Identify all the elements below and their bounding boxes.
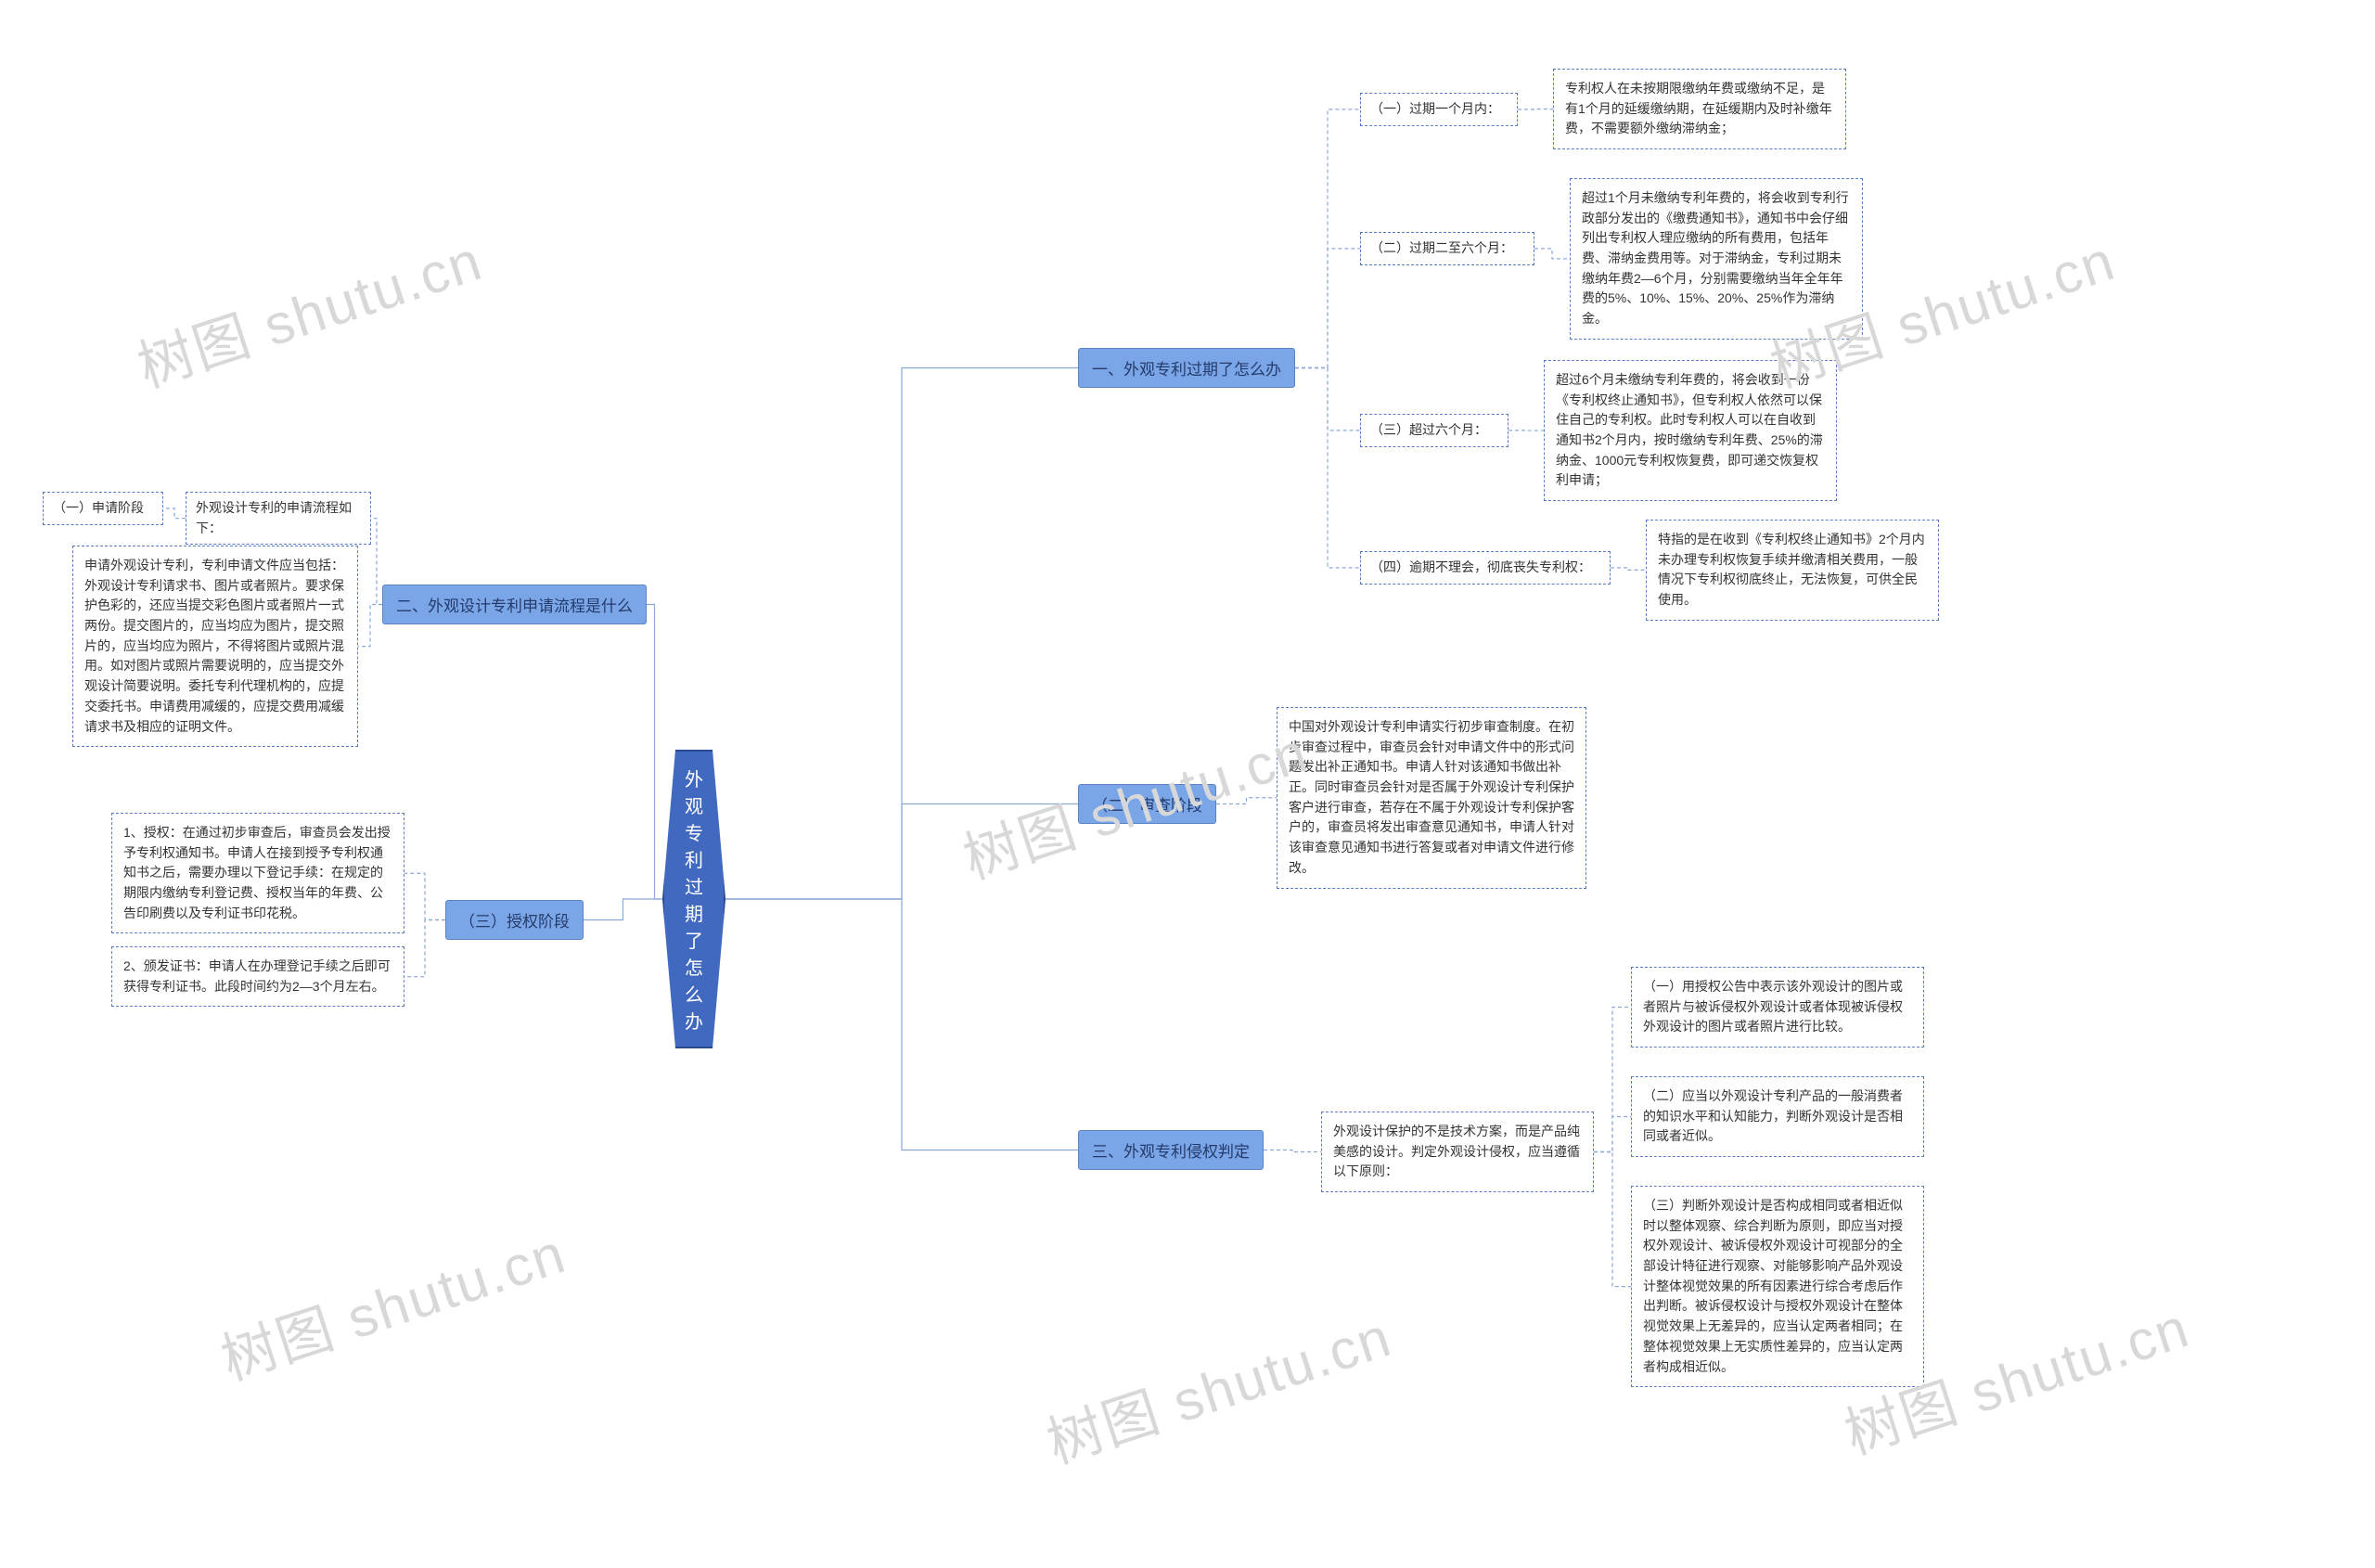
leaf-exp-3[interactable]: （三）超过六个月： [1360,414,1508,447]
watermark: 树图 shutu.cn [210,1209,575,1396]
leaf-infringe-intro[interactable]: 外观设计保护的不是技术方案，而是产品纯美感的设计。判定外观设计侵权，应当遵循以下… [1321,1112,1594,1192]
branch-review[interactable]: （二）审查阶段 [1078,784,1216,824]
leaf-infringe-intro-label: 外观设计保护的不是技术方案，而是产品纯美感的设计。判定外观设计侵权，应当遵循以下… [1333,1124,1580,1178]
leaf-exp-4-detail-label: 特指的是在收到《专利权终止通知书》2个月内未办理专利权恢复手续并缴清相关费用，一… [1658,532,1925,607]
leaf-infringe-1[interactable]: （一）用授权公告中表示该外观设计的图片或者照片与被诉侵权外观设计或者体现被诉侵权… [1631,967,1924,1047]
branch-infringe[interactable]: 三、外观专利侵权判定 [1078,1130,1264,1170]
leaf-exp-2-detail[interactable]: 超过1个月未缴纳专利年费的，将会收到专利行政部分发出的《缴费通知书》，通知书中会… [1570,178,1863,340]
branch-process[interactable]: 二、外观设计专利申请流程是什么 [382,585,647,624]
leaf-apply-detail-label: 申请外观设计专利，专利申请文件应当包括：外观设计专利请求书、图片或者照片。要求保… [84,558,344,734]
root-node-label: 外观专利过期了怎么办 [685,770,703,1033]
leaf-exp-4-label: （四）逾期不理会，彻底丧失专利权： [1370,559,1591,574]
watermark: 树图 shutu.cn [1035,1292,1401,1480]
leaf-exp-3-detail-label: 超过6个月未缴纳专利年费的，将会收到一份《专利权终止通知书》，但专利权人依然可以… [1556,372,1823,487]
leaf-grant-2-label: 2、颁发证书：申请人在办理登记手续之后即可获得专利证书。此段时间约为2—3个月左… [123,958,391,994]
leaf-exp-1-detail-label: 专利权人在未按期限缴纳年费或缴纳不足，是有1个月的延缓缴纳期，在延缓期内及时补缴… [1565,81,1832,135]
leaf-review-detail-label: 中国对外观设计专利申请实行初步审查制度。在初步审查过程中，审查员会针对申请文件中… [1289,719,1574,875]
leaf-exp-3-detail[interactable]: 超过6个月未缴纳专利年费的，将会收到一份《专利权终止通知书》，但专利权人依然可以… [1544,360,1837,501]
branch-expired-label: 一、外观专利过期了怎么办 [1092,361,1281,379]
leaf-exp-1-label: （一）过期一个月内： [1370,101,1500,116]
leaf-infringe-2[interactable]: （二）应当以外观设计专利产品的一般消费者的知识水平和认知能力，判断外观设计是否相… [1631,1076,1924,1157]
branch-expired[interactable]: 一、外观专利过期了怎么办 [1078,348,1295,388]
leaf-infringe-3-label: （三）判断外观设计是否构成相同或者相近似时以整体观察、综合判断为原则，即应当对授… [1643,1198,1903,1374]
leaf-exp-1-detail[interactable]: 专利权人在未按期限缴纳年费或缴纳不足，是有1个月的延缓缴纳期，在延缓期内及时补缴… [1553,69,1846,149]
leaf-review-detail[interactable]: 中国对外观设计专利申请实行初步审查制度。在初步审查过程中，审查员会针对申请文件中… [1277,707,1586,889]
branch-grant-label: （三）授权阶段 [459,913,570,931]
branch-review-label: （二）审查阶段 [1092,797,1202,815]
leaf-infringe-3[interactable]: （三）判断外观设计是否构成相同或者相近似时以整体观察、综合判断为原则，即应当对授… [1631,1186,1924,1387]
leaf-grant-2[interactable]: 2、颁发证书：申请人在办理登记手续之后即可获得专利证书。此段时间约为2—3个月左… [111,946,404,1007]
leaf-exp-4-detail[interactable]: 特指的是在收到《专利权终止通知书》2个月内未办理专利权恢复手续并缴清相关费用，一… [1646,520,1939,621]
leaf-apply-flow-label: 外观设计专利的申请流程如下： [196,500,352,535]
leaf-exp-2-label: （二）过期二至六个月： [1370,240,1513,255]
leaf-exp-2-detail-label: 超过1个月未缴纳专利年费的，将会收到专利行政部分发出的《缴费通知书》，通知书中会… [1582,190,1849,326]
watermark: 树图 shutu.cn [126,216,492,404]
leaf-exp-3-label: （三）超过六个月： [1370,422,1487,437]
leaf-exp-4[interactable]: （四）逾期不理会，彻底丧失专利权： [1360,551,1611,585]
leaf-apply-flow[interactable]: 外观设计专利的申请流程如下： [186,492,371,545]
branch-grant[interactable]: （三）授权阶段 [445,900,584,940]
leaf-infringe-2-label: （二）应当以外观设计专利产品的一般消费者的知识水平和认知能力，判断外观设计是否相… [1643,1088,1903,1143]
leaf-infringe-1-label: （一）用授权公告中表示该外观设计的图片或者照片与被诉侵权外观设计或者体现被诉侵权… [1643,979,1903,1034]
leaf-apply-stage-label: （一）申请阶段 [53,500,144,515]
branch-infringe-label: 三、外观专利侵权判定 [1092,1143,1250,1161]
leaf-grant-1[interactable]: 1、授权：在通过初步审查后，审查员会发出授予专利权通知书。申请人在接到授予专利权… [111,813,404,933]
leaf-grant-1-label: 1、授权：在通过初步审查后，审查员会发出授予专利权通知书。申请人在接到授予专利权… [123,825,391,920]
leaf-apply-detail[interactable]: 申请外观设计专利，专利申请文件应当包括：外观设计专利请求书、图片或者照片。要求保… [72,546,358,747]
branch-process-label: 二、外观设计专利申请流程是什么 [396,598,633,615]
leaf-apply-stage[interactable]: （一）申请阶段 [43,492,163,525]
leaf-exp-1[interactable]: （一）过期一个月内： [1360,93,1518,126]
root-node[interactable]: 外观专利过期了怎么办 [662,750,725,1048]
leaf-exp-2[interactable]: （二）过期二至六个月： [1360,232,1534,265]
